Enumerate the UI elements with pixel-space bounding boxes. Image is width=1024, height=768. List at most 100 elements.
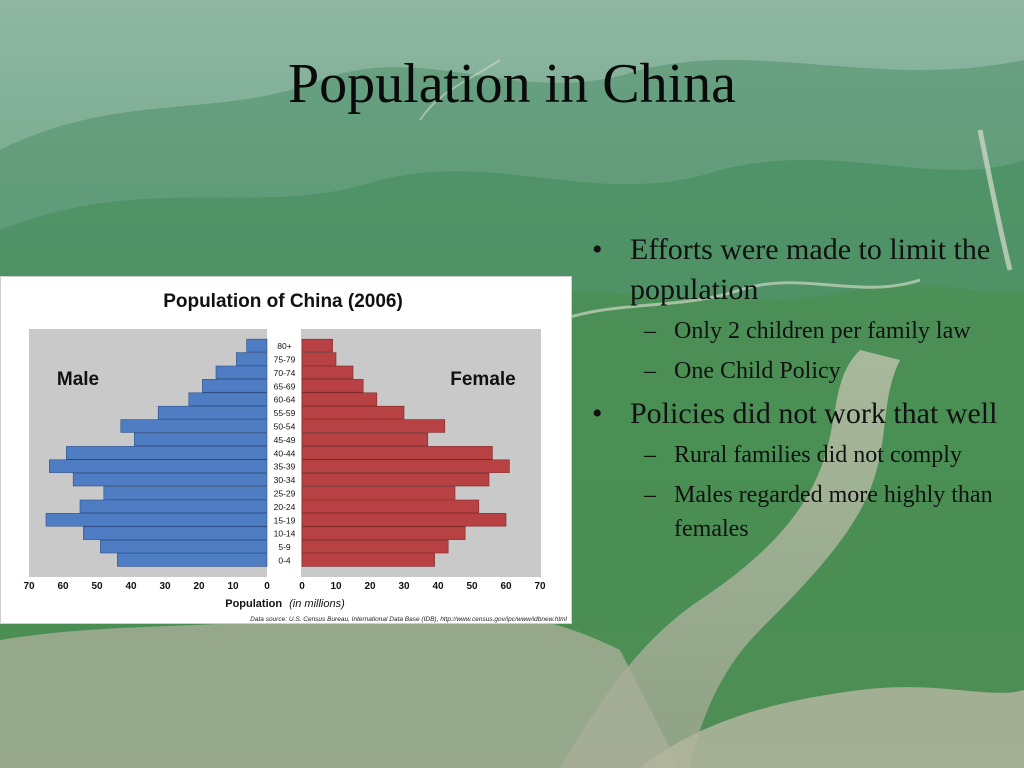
bar-male-75-79 [236, 352, 268, 366]
chart-svg: Population of China (2006) 0-4 5-9 10-14 15… [23, 291, 567, 623]
bar-female-75-79 [301, 352, 337, 366]
bar-female-45-49 [301, 432, 429, 447]
x-tick-label-female: 20 [364, 581, 376, 592]
bar-male-80+ [246, 338, 268, 353]
x-tick-label-male: 20 [193, 581, 205, 592]
sub-bullet-marker: – [644, 442, 656, 468]
bullet-item: • Policies did not work that well [588, 394, 1008, 434]
bar-female-30-34 [301, 472, 490, 487]
age-label: 75-79 [274, 355, 296, 365]
sub-bullet-text: Only 2 children per family law [674, 318, 971, 344]
x-tick-label-male: 40 [125, 581, 137, 592]
bar-male-50-54 [120, 419, 268, 433]
x-axis-label: Population (in millions) [225, 598, 345, 610]
bullet-list: • Efforts were made to limit the populati… [588, 230, 1008, 552]
age-label: 80+ [277, 341, 291, 351]
bar-female-80+ [301, 338, 333, 353]
data-source-note: Data source: U.S. Census Bureau, Interna… [250, 616, 567, 623]
age-label: 65-69 [274, 381, 296, 391]
age-label: 20-24 [274, 502, 296, 512]
bullet-text: Efforts were made to limit the populatio… [630, 233, 991, 306]
age-label: 60-64 [274, 395, 296, 405]
age-label: 30-34 [274, 475, 296, 485]
bullet-marker: • [592, 233, 603, 266]
bar-female-15-19 [301, 513, 507, 527]
bar-female-20-24 [301, 499, 480, 514]
population-pyramid-chart: Population of China (2006) 0-4 5-9 10-14 15… [0, 276, 572, 624]
bar-male-25-29 [103, 486, 268, 500]
bar-male-15-19 [45, 513, 268, 527]
age-label: 55-59 [274, 408, 296, 418]
x-tick-label-male: 10 [227, 581, 239, 592]
x-axis-label-units: (in millions) [289, 598, 345, 610]
sub-bullet-text: One Child Policy [674, 358, 841, 384]
age-label: 5-9 [278, 542, 291, 552]
bar-female-10-14 [301, 526, 466, 540]
x-tick-label-female: 70 [534, 581, 546, 592]
bar-male-40-44 [66, 446, 268, 460]
bar-female-0-4 [301, 553, 435, 567]
bar-female-50-54 [301, 419, 446, 433]
sub-bullet-marker: – [644, 318, 656, 344]
x-tick-label-female: 0 [299, 581, 305, 592]
age-label: 15-19 [274, 515, 296, 525]
age-label: 45-49 [274, 435, 296, 445]
x-tick-label-female: 50 [466, 581, 478, 592]
sub-bullet-marker: – [644, 482, 656, 508]
x-tick-label-female: 40 [432, 581, 444, 592]
sub-bullet-item: – Rural families did not comply [588, 438, 1008, 472]
bullet-text: Policies did not work that well [630, 397, 998, 430]
legend-female-label: Female [450, 369, 515, 390]
bar-female-5-9 [301, 539, 449, 554]
bar-male-65-69 [202, 379, 268, 393]
sub-bullet-marker: – [644, 358, 656, 384]
legend-male-label: Male [57, 369, 99, 390]
x-tick-label-male: 30 [159, 581, 171, 592]
age-label: 70-74 [274, 368, 296, 378]
x-tick-label-male: 70 [23, 581, 35, 592]
bar-female-60-64 [301, 392, 378, 406]
age-label: 10-14 [274, 529, 296, 539]
x-tick-label-male: 0 [264, 581, 270, 592]
bar-female-35-39 [301, 459, 510, 473]
x-tick-label-male: 60 [57, 581, 69, 592]
bars-group [45, 338, 510, 567]
age-label: 35-39 [274, 462, 296, 472]
x-tick-label-female: 60 [500, 581, 512, 592]
bar-male-5-9 [100, 539, 268, 554]
bar-male-20-24 [79, 499, 268, 514]
bar-female-70-74 [301, 365, 354, 380]
bullet-item: • Efforts were made to limit the populati… [588, 230, 1008, 310]
slide-title: Population in China [288, 53, 736, 115]
bar-female-40-44 [301, 446, 493, 460]
x-tick-label-female: 30 [398, 581, 410, 592]
bar-male-45-49 [134, 432, 268, 447]
bar-male-0-4 [117, 553, 268, 567]
age-label: 40-44 [274, 448, 296, 458]
sub-bullet-item: – Males regarded more highly than females [588, 478, 1008, 546]
sub-bullet-text: Rural families did not comply [674, 442, 962, 468]
bar-male-60-64 [188, 392, 268, 406]
bullet-marker: • [592, 397, 603, 430]
sub-bullet-item: – Only 2 children per family law [588, 314, 1008, 348]
age-label: 50-54 [274, 422, 296, 432]
bar-male-30-34 [72, 472, 268, 487]
age-labels-group: 0-4 5-9 10-14 15-19 20-24 25-29 30-34 35-39 40-4… [274, 341, 296, 565]
bar-male-10-14 [83, 526, 268, 540]
bar-male-70-74 [215, 365, 268, 380]
sub-bullet-text: Males regarded more highly than females [674, 482, 993, 542]
bar-female-65-69 [301, 379, 364, 393]
bar-female-55-59 [301, 405, 405, 420]
chart-title: Population of China (2006) [163, 291, 403, 312]
x-tick-label-male: 50 [91, 581, 103, 592]
x-tick-label-female: 10 [330, 581, 342, 592]
bar-female-25-29 [301, 486, 456, 500]
sub-bullet-item: – One Child Policy [588, 354, 1008, 388]
bar-male-35-39 [49, 459, 268, 473]
x-axis-label-main: Population [225, 598, 282, 610]
bar-male-55-59 [157, 405, 268, 420]
age-label: 0-4 [278, 556, 291, 566]
age-label: 25-29 [274, 489, 296, 499]
ticks-group: 70 60 50 40 30 20 10 0 0 10 20 30 40 50 60 70 [23, 581, 546, 592]
